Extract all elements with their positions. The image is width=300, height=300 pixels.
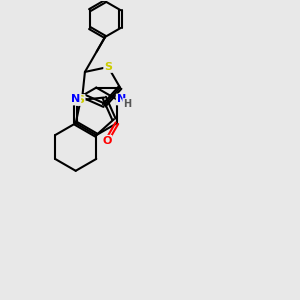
Text: O: O	[102, 136, 112, 146]
Text: H: H	[123, 99, 131, 109]
Text: N: N	[117, 94, 126, 104]
Text: S: S	[104, 62, 112, 72]
Text: N: N	[71, 94, 80, 104]
Text: S: S	[76, 95, 85, 105]
